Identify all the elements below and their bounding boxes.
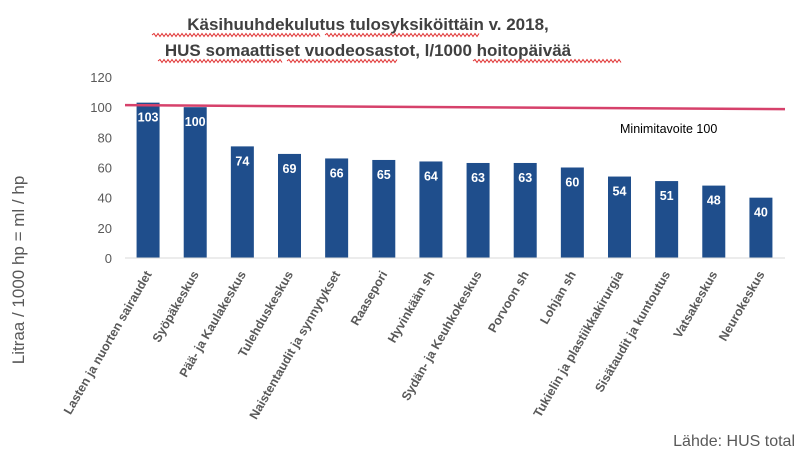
category-label: Lasten ja nuorten sairaudet bbox=[61, 268, 155, 417]
y-tick-label: 80 bbox=[98, 130, 112, 145]
category-label: Neurokeskus bbox=[716, 268, 767, 343]
data-label: 66 bbox=[330, 166, 344, 180]
bars bbox=[136, 102, 773, 259]
spellcheck-squiggle bbox=[472, 58, 622, 64]
data-label: 63 bbox=[471, 171, 485, 185]
data-label: 51 bbox=[660, 189, 674, 203]
data-label: 74 bbox=[235, 154, 249, 168]
bar bbox=[278, 153, 301, 258]
spellcheck-squiggle bbox=[151, 32, 321, 38]
bar bbox=[513, 162, 537, 258]
spellcheck-squiggle bbox=[324, 32, 480, 38]
bar bbox=[372, 159, 396, 258]
bar bbox=[419, 161, 443, 258]
y-axis-ticks: 0 20 40 60 80 100 120 bbox=[90, 70, 112, 266]
data-label: 100 bbox=[185, 115, 206, 129]
bar bbox=[702, 185, 726, 258]
chart-title: Käsihuuhdekulutus tulosyksiköittäin v. 2… bbox=[187, 15, 549, 34]
y-tick-label: 60 bbox=[98, 161, 112, 176]
data-label: 63 bbox=[518, 171, 532, 185]
category-label: Lohjan sh bbox=[537, 269, 579, 327]
bar bbox=[749, 197, 773, 258]
bar bbox=[136, 102, 160, 259]
bar bbox=[608, 176, 631, 258]
bar bbox=[466, 162, 490, 258]
bar bbox=[230, 146, 254, 258]
category-label: Naistentaudit ja synnytykset bbox=[247, 268, 344, 422]
y-axis-label: Litraa / 1000 hp = ml / hp bbox=[9, 176, 28, 365]
data-label: 40 bbox=[754, 206, 768, 220]
data-label: 64 bbox=[424, 169, 438, 183]
chart-subtitle: HUS somaattiset vuodeosastot, l/1000 hoi… bbox=[165, 41, 572, 60]
y-tick-label: 120 bbox=[90, 70, 112, 85]
category-label: Sydän- ja Keuhkokeskus bbox=[399, 268, 485, 403]
spellcheck-squiggle bbox=[286, 58, 398, 64]
data-label: 69 bbox=[283, 162, 297, 176]
target-label: Minimitavoite 100 bbox=[620, 122, 717, 136]
category-label: Tukielin ja plastiikkakirurgia bbox=[531, 268, 627, 420]
bar bbox=[560, 167, 584, 258]
y-tick-label: 100 bbox=[90, 100, 112, 115]
target-line bbox=[124, 103, 786, 111]
category-label: Vatsakeskus bbox=[671, 268, 721, 340]
data-label: 60 bbox=[565, 176, 579, 190]
category-labels: Lasten ja nuorten sairaudetSyöpäkeskusPä… bbox=[61, 268, 768, 422]
source-note: Lähde: HUS total bbox=[673, 433, 795, 450]
spellcheck-underlines bbox=[151, 32, 622, 64]
data-label: 65 bbox=[377, 168, 391, 182]
y-tick-label: 20 bbox=[98, 221, 112, 236]
data-label: 48 bbox=[707, 194, 721, 208]
data-label: 103 bbox=[138, 111, 159, 125]
category-label: Porvoon sh bbox=[485, 269, 532, 336]
category-label: Hyvinkään sh bbox=[385, 269, 437, 346]
y-tick-label: 0 bbox=[105, 251, 112, 266]
bar bbox=[325, 158, 349, 258]
spellcheck-squiggle bbox=[157, 58, 283, 64]
category-label: Syöpäkeskus bbox=[150, 268, 202, 344]
data-label: 54 bbox=[613, 185, 627, 199]
bar bbox=[183, 107, 207, 259]
y-tick-label: 40 bbox=[98, 191, 112, 206]
category-label: Raasepori bbox=[348, 269, 390, 328]
data-labels: 103 100 74 69 66 65 64 63 63 60 54 51 48 40 bbox=[138, 111, 768, 220]
bar bbox=[655, 181, 679, 258]
